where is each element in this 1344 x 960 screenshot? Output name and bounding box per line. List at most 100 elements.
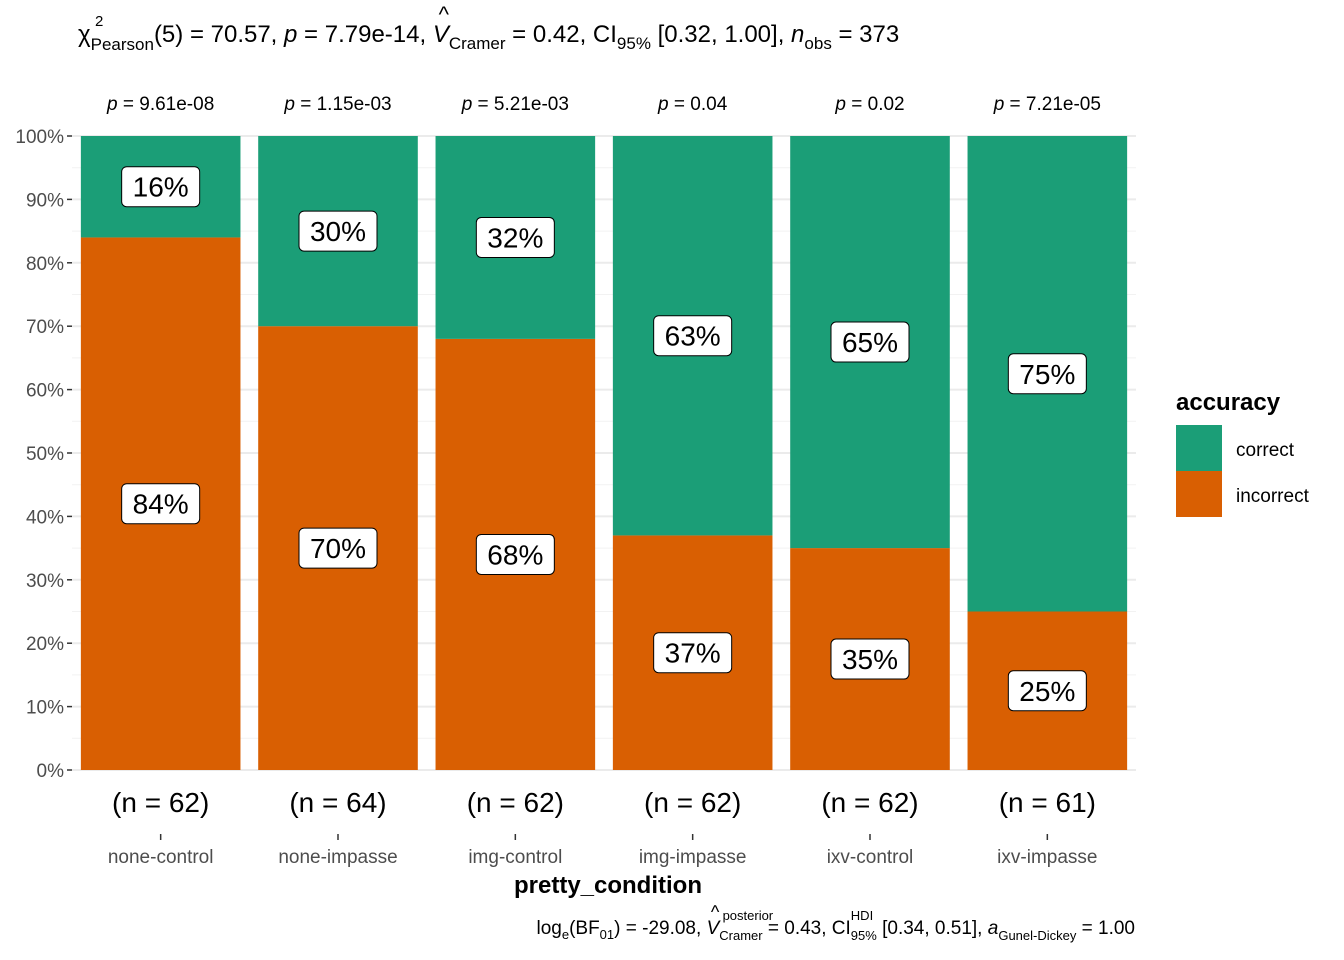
p-value-label: p = 0.04 [657, 94, 728, 115]
legend-swatch-correct [1176, 425, 1222, 471]
data-label-text: 25% [1019, 676, 1075, 707]
x-tick-label: none-control [108, 847, 214, 868]
legend-label-incorrect: incorrect [1236, 486, 1310, 507]
title-df-stat: (5) = 70.57, [154, 21, 284, 48]
n-label: (n = 64) [289, 787, 386, 818]
y-tick-label: 90% [26, 190, 64, 211]
n-label: (n = 62) [821, 787, 918, 818]
data-label-text: 63% [665, 321, 721, 352]
data-label-box [830, 321, 910, 363]
data-label-text: 35% [842, 644, 898, 675]
y-tick-label: 40% [26, 507, 64, 528]
title-p-value: = 7.79e-14, [297, 21, 432, 48]
caption-v-label: V [707, 918, 722, 939]
y-tick-label: 0% [37, 761, 65, 782]
y-tick-label: 30% [26, 571, 64, 592]
caption-v-sup: posterior [723, 908, 774, 923]
data-label-box [1007, 353, 1087, 395]
caption-log: log [536, 918, 561, 939]
n-label: (n = 62) [112, 787, 209, 818]
data-label-incorrect-ixv-impasse: 25% [1007, 670, 1087, 712]
y-tick-label: 10% [26, 698, 64, 719]
data-label-box [475, 533, 555, 575]
data-label-incorrect-ixv-control: 35% [830, 638, 910, 680]
title-p-label: p [283, 21, 297, 48]
legend-swatch-incorrect [1176, 471, 1222, 517]
x-tick-label: ixv-impasse [997, 847, 1097, 868]
bars [80, 136, 1128, 770]
caption-a-label: a [988, 918, 999, 939]
p-value-label: p = 9.61e-08 [106, 94, 214, 115]
data-label-correct-ixv-control: 65% [830, 321, 910, 363]
p-value-label: p = 1.15e-03 [283, 94, 391, 115]
title-n-sub: obs [804, 34, 831, 53]
x-axis-title: pretty_condition [514, 872, 702, 899]
data-label-box [653, 632, 733, 674]
data-label-text: 32% [487, 222, 543, 253]
n-label: (n = 62) [644, 787, 741, 818]
legend: accuracy correct incorrect [1176, 389, 1310, 517]
data-label-text: 65% [842, 327, 898, 358]
title-v-sub: Cramer [449, 34, 506, 53]
data-labels: 84% 16% p = 9.61e-08 (n = 62) 70% 30% p = 1.15… [106, 94, 1101, 818]
x-tick-label: img-impasse [639, 847, 747, 868]
data-label-box [475, 216, 555, 258]
legend-items: correct incorrect [1176, 425, 1310, 517]
x-tick-label: ixv-control [827, 847, 914, 868]
caption-bf-sub: 01 [600, 927, 614, 942]
n-label: (n = 62) [467, 787, 564, 818]
data-label-correct-none-impasse: 30% [298, 210, 378, 252]
caption-ci-value: [0.34, 0.51], [877, 918, 988, 939]
data-label-box [298, 210, 378, 252]
data-label-incorrect-none-control: 84% [121, 483, 201, 525]
data-label-box [298, 527, 378, 569]
p-value-label: p = 5.21e-03 [461, 94, 569, 115]
y-tick-label: 20% [26, 634, 64, 655]
y-tick-label: 50% [26, 444, 64, 465]
legend-title: accuracy [1176, 389, 1281, 416]
data-label-correct-ixv-impasse: 75% [1007, 353, 1087, 395]
data-label-box [1007, 670, 1087, 712]
p-value-label: p = 0.02 [834, 94, 904, 115]
data-label-box [830, 638, 910, 680]
data-label-incorrect-none-impasse: 70% [298, 527, 378, 569]
data-label-box [121, 166, 201, 208]
caption-a-value: = 1.00 [1076, 918, 1135, 939]
title-ci-sub: 95% [617, 34, 651, 53]
p-value-label: p = 7.21e-05 [993, 94, 1101, 115]
chart-title: χPearson(5) = 70.57, p = 7.79e-14, VCram… [78, 21, 899, 54]
caption-log-sub: e [562, 927, 569, 942]
caption-v-value: = 0.43, CI [763, 918, 851, 939]
title-n-value: = 373 [832, 21, 899, 48]
title-v-hat: ^ [439, 2, 450, 27]
y-tick-label: 80% [26, 254, 64, 275]
x-tick-label: img-control [468, 847, 562, 868]
title-chi-sub: Pearson [91, 35, 154, 54]
data-label-text: 70% [310, 533, 366, 564]
data-label-text: 16% [133, 172, 189, 203]
title-chi-sup: 2 [95, 13, 103, 30]
title-v-label: V [433, 21, 451, 48]
caption-v-hat: ^ [711, 902, 720, 922]
title-n-label: n [791, 21, 804, 48]
data-label-correct-none-control: 16% [121, 166, 201, 208]
y-tick-label: 60% [26, 381, 64, 402]
title-chi: χ [78, 21, 91, 48]
y-tick-label: 70% [26, 317, 64, 338]
caption-v-sub: Cramer [719, 928, 763, 943]
x-tick-label: none-impasse [278, 847, 397, 868]
data-label-text: 84% [133, 489, 189, 520]
caption-a-sub: Gunel-Dickey [998, 928, 1077, 943]
data-label-text: 37% [665, 638, 721, 669]
caption-bf: (BF [569, 918, 600, 939]
grid [72, 135, 1136, 771]
data-label-correct-img-impasse: 63% [653, 315, 733, 357]
data-label-text: 75% [1019, 359, 1075, 390]
data-label-text: 68% [487, 539, 543, 570]
axes: 0% 10% 20% 30% 40% 50% 60% 70% 80% 90% 100% none-co… [15, 127, 1097, 868]
title-ci-value: [0.32, 1.00], [651, 21, 791, 48]
data-label-incorrect-img-control: 68% [475, 533, 555, 575]
caption-ci-sup: HDI [851, 908, 873, 923]
chart-caption: loge(BF01) = -29.08, VCramer = 0.43, CI9… [536, 918, 1135, 943]
